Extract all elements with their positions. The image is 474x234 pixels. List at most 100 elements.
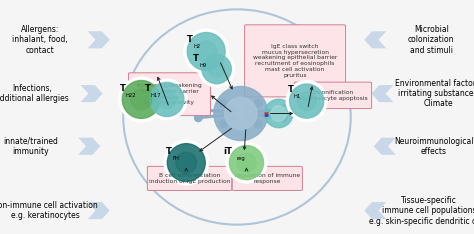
Point	[262, 112, 267, 115]
Ellipse shape	[187, 33, 225, 70]
Text: Microbial
colonization
and stimuli: Microbial colonization and stimuli	[408, 25, 455, 55]
Ellipse shape	[184, 29, 228, 74]
Polygon shape	[365, 202, 386, 219]
Point	[250, 111, 256, 114]
Ellipse shape	[150, 82, 184, 117]
Ellipse shape	[131, 89, 152, 110]
Text: T: T	[145, 84, 150, 93]
FancyBboxPatch shape	[232, 166, 302, 190]
Ellipse shape	[280, 114, 287, 122]
Point	[265, 114, 271, 117]
Polygon shape	[374, 138, 396, 155]
Text: T: T	[193, 54, 199, 63]
Ellipse shape	[297, 92, 316, 110]
Point	[226, 113, 231, 116]
Text: reg: reg	[236, 156, 245, 161]
Ellipse shape	[146, 79, 187, 120]
Ellipse shape	[237, 153, 256, 172]
Text: thickening/weakening
of epithelial barrier
airway
hyperresonsivity: thickening/weakening of epithelial barri…	[137, 83, 202, 105]
Point	[233, 109, 238, 112]
Point	[195, 108, 201, 111]
Ellipse shape	[219, 120, 227, 128]
Line: 2 pts: 2 pts	[253, 115, 283, 118]
Text: H1: H1	[294, 94, 301, 99]
Text: innate/trained
immunity: innate/trained immunity	[3, 137, 58, 156]
Ellipse shape	[225, 97, 257, 130]
Text: T: T	[187, 35, 193, 44]
Ellipse shape	[255, 99, 262, 107]
Line: 2 pts: 2 pts	[246, 103, 258, 110]
Point	[195, 116, 201, 119]
Ellipse shape	[214, 87, 268, 140]
FancyBboxPatch shape	[245, 25, 346, 97]
Point	[226, 111, 231, 114]
Text: chronification
keratinocyte apoptosis: chronification keratinocyte apoptosis	[299, 90, 367, 101]
Text: H2: H2	[193, 44, 201, 49]
Text: regulation of immune
response: regulation of immune response	[235, 173, 300, 184]
FancyBboxPatch shape	[294, 82, 372, 109]
Text: iT: iT	[224, 147, 233, 157]
Ellipse shape	[202, 54, 231, 84]
Ellipse shape	[209, 61, 225, 77]
Ellipse shape	[119, 77, 164, 122]
Ellipse shape	[196, 41, 217, 62]
Text: FH: FH	[172, 156, 179, 161]
Line: 2 pts: 2 pts	[253, 109, 283, 112]
Ellipse shape	[176, 152, 197, 173]
Text: Neuroimmunological
effects: Neuroimmunological effects	[394, 137, 474, 156]
Ellipse shape	[122, 80, 160, 118]
Line: 2 pts: 2 pts	[198, 109, 228, 112]
Ellipse shape	[194, 105, 202, 113]
FancyBboxPatch shape	[128, 73, 210, 116]
Ellipse shape	[264, 99, 293, 128]
Text: T: T	[166, 147, 172, 157]
Polygon shape	[365, 31, 386, 48]
Line: 2 pts: 2 pts	[223, 117, 236, 124]
Point	[243, 109, 249, 112]
Point	[281, 108, 286, 111]
Text: H22: H22	[126, 93, 136, 98]
Point	[255, 122, 261, 125]
Point	[233, 115, 238, 118]
Ellipse shape	[226, 142, 267, 183]
Text: H17: H17	[151, 93, 161, 98]
Line: 2 pts: 2 pts	[246, 117, 258, 124]
Point	[255, 102, 261, 105]
Text: Tissue-specific
immune cell populations
e.g. skin-specific dendritic cells: Tissue-specific immune cell populations …	[369, 196, 474, 226]
Point	[262, 114, 267, 117]
Ellipse shape	[199, 51, 235, 87]
Point	[220, 122, 226, 125]
Line: 2 pts: 2 pts	[198, 115, 228, 118]
Text: H9: H9	[199, 63, 206, 68]
Ellipse shape	[167, 144, 205, 182]
Text: T: T	[288, 85, 293, 95]
Point	[262, 114, 267, 117]
Point	[281, 116, 286, 119]
Text: IgE class switch
mucus hypersecretion
weakening epithelial barrier
recruitment o: IgE class switch mucus hypersecretion we…	[253, 44, 337, 78]
Polygon shape	[81, 85, 102, 102]
Point	[265, 112, 271, 115]
Ellipse shape	[194, 114, 202, 122]
Text: Allergens:
inhalant, food,
contact: Allergens: inhalant, food, contact	[12, 25, 68, 55]
Text: B cell differentiation
induction of IgE production: B cell differentiation induction of IgE …	[149, 173, 230, 184]
Ellipse shape	[280, 105, 287, 113]
Point	[243, 115, 249, 118]
FancyBboxPatch shape	[147, 166, 232, 190]
Text: Non-immune cell activation
e.g. keratinocytes: Non-immune cell activation e.g. keratino…	[0, 201, 98, 220]
Ellipse shape	[255, 120, 262, 128]
Polygon shape	[88, 31, 109, 48]
Point	[250, 113, 256, 116]
Ellipse shape	[157, 90, 176, 109]
Ellipse shape	[219, 99, 227, 107]
Text: Environmental factors,
irritating substances,
Climate: Environmental factors, irritating substa…	[395, 79, 474, 109]
Ellipse shape	[286, 81, 327, 121]
Point	[262, 111, 267, 114]
Ellipse shape	[164, 140, 209, 185]
Ellipse shape	[290, 84, 324, 118]
Point	[220, 102, 226, 105]
Ellipse shape	[229, 146, 264, 180]
Ellipse shape	[271, 106, 286, 121]
Line: 2 pts: 2 pts	[223, 103, 236, 110]
Polygon shape	[372, 85, 393, 102]
Text: Infections,
additional allergies: Infections, additional allergies	[0, 84, 69, 103]
